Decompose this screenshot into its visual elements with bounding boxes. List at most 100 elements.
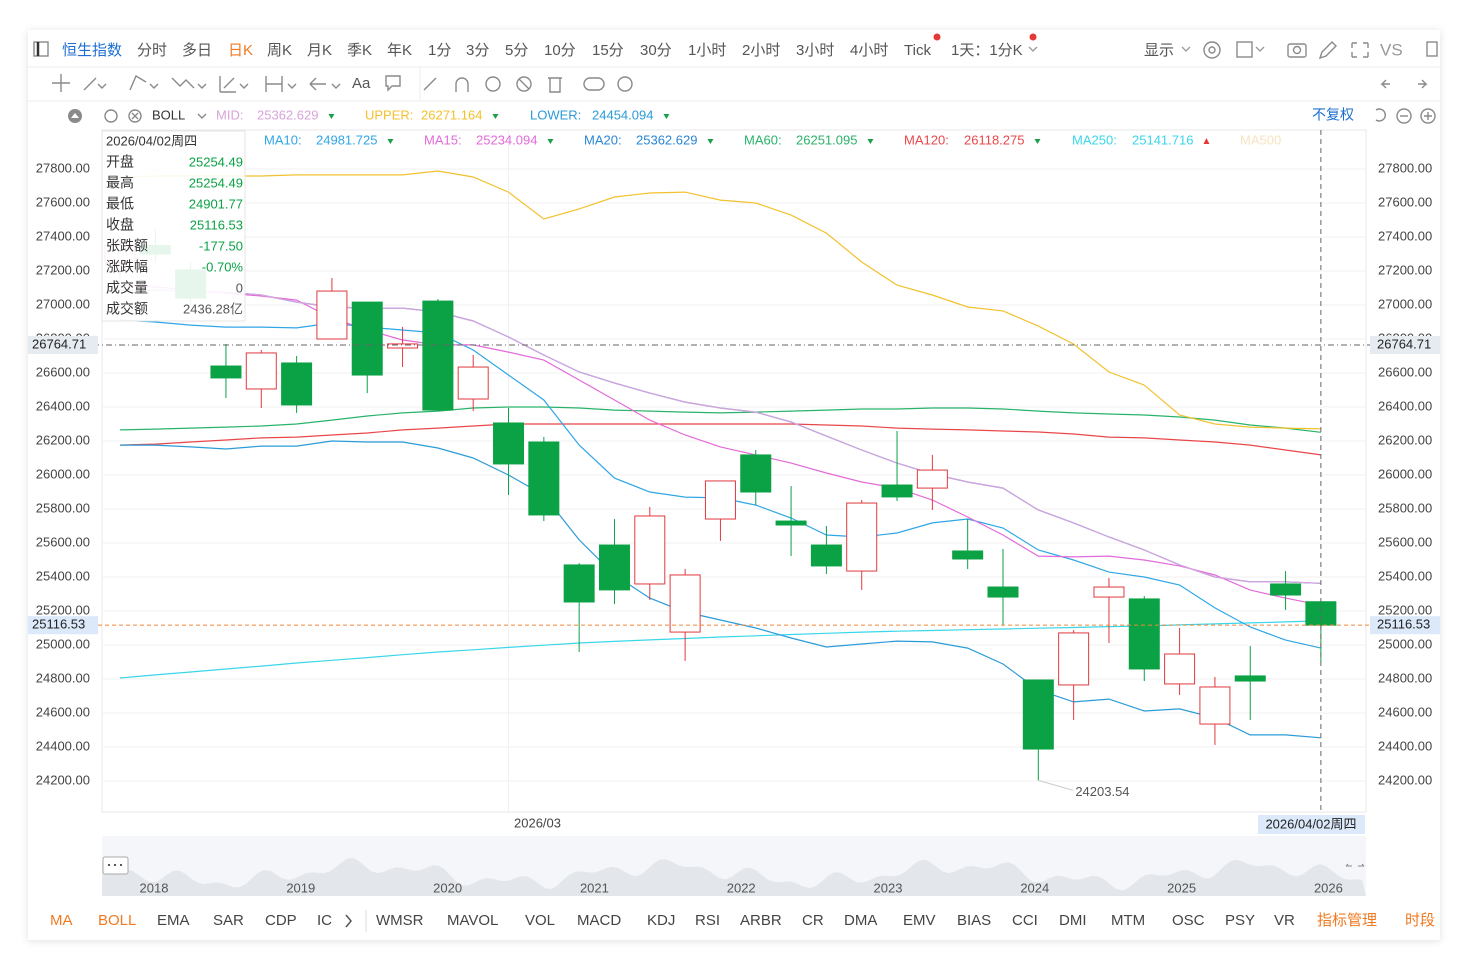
period-tab[interactable]: 2小时: [742, 42, 780, 59]
y-tick-label: 26000.00: [36, 466, 90, 481]
candle-body: [810, 544, 842, 567]
navigator-year: 2026: [1314, 880, 1343, 895]
indicator-tab[interactable]: ARBR: [740, 912, 782, 929]
candle-body: [387, 343, 419, 349]
period-tab[interactable]: 年K: [387, 42, 412, 59]
tab-action[interactable]: 时段: [1405, 912, 1435, 929]
toolbar-button[interactable]: VS: [1380, 40, 1403, 59]
y-tick-label: 26000.00: [1378, 466, 1432, 481]
y-tick-label: 25800.00: [1378, 500, 1432, 515]
indicator-tab[interactable]: EMV: [903, 912, 936, 929]
period-tab[interactable]: 1小时: [688, 42, 726, 59]
indicator-tab[interactable]: RSI: [695, 912, 720, 929]
info-date: 2026/04/02周四: [106, 133, 197, 148]
y-tick-label: 25000.00: [1378, 636, 1432, 651]
candle-body: [987, 586, 1019, 598]
candle-body: [351, 301, 383, 376]
candle-body: [669, 574, 701, 633]
legend-arrow: [328, 114, 335, 119]
indicator-line: [119, 423, 1321, 456]
tab-action[interactable]: 指标管理: [1317, 912, 1377, 929]
crosshair-tag: [28, 335, 98, 354]
indicator-line: [119, 170, 1321, 430]
indicator-tab[interactable]: MA: [50, 912, 73, 929]
period-tab[interactable]: 季K: [347, 42, 372, 59]
y-tick-label: 27400.00: [1378, 228, 1432, 243]
y-tick-label: 24600.00: [1378, 704, 1432, 719]
toolbar-icons[interactable]: Aa: [33, 33, 1438, 124]
period-tab[interactable]: 1天：1分K: [951, 42, 1023, 59]
candle-body: [1199, 686, 1231, 725]
info-label: 开盘: [106, 154, 134, 170]
min-price-label: 24203.54: [1075, 784, 1129, 799]
period-tab[interactable]: 周K: [267, 42, 292, 59]
indicator-tab[interactable]: MAVOL: [447, 912, 498, 929]
candle-body: [422, 300, 454, 411]
legend-value: 26118.275: [964, 132, 1025, 147]
period-tab[interactable]: 月K: [307, 42, 332, 59]
indicator-tab[interactable]: IC: [317, 912, 332, 929]
period-tab[interactable]: 30分: [640, 42, 672, 59]
indicator-tab[interactable]: SAR: [213, 912, 244, 929]
candle-body: [1093, 586, 1125, 598]
info-label: 成交额: [106, 301, 148, 317]
period-tab[interactable]: 4小时: [850, 42, 888, 59]
period-tab[interactable]: 多日: [182, 42, 212, 59]
y-tick-label: 24800.00: [36, 670, 90, 685]
toolbar-button[interactable]: 显示: [1144, 42, 1174, 59]
indicator-tab[interactable]: VOL: [525, 912, 555, 929]
period-tab[interactable]: 3分: [466, 42, 489, 59]
y-tick-label: 27200.00: [36, 262, 90, 277]
indicator-tab[interactable]: KDJ: [647, 912, 675, 929]
y-tick-label: 25600.00: [1378, 534, 1432, 549]
info-label: 涨跌幅: [106, 259, 148, 275]
indicator-tab[interactable]: CDP: [265, 912, 297, 929]
period-tab[interactable]: 1分: [428, 42, 451, 59]
legend-name: UPPER:: [365, 107, 413, 122]
indicator-tab[interactable]: BOLL: [98, 912, 136, 929]
indicator-tab[interactable]: PSY: [1225, 912, 1255, 929]
y-tick-label: 25800.00: [36, 500, 90, 515]
period-tab[interactable]: 分时: [137, 42, 167, 59]
info-value: 0: [236, 280, 243, 295]
indicator-tab[interactable]: CR: [802, 912, 824, 929]
navigator-year: 2021: [580, 880, 609, 895]
navigator-year: 2024: [1020, 880, 1049, 895]
y-tick-label: 24400.00: [36, 738, 90, 753]
indicator-tab[interactable]: EMA: [157, 912, 190, 929]
indicator-tab[interactable]: BIAS: [957, 912, 991, 929]
indicator-tab[interactable]: DMA: [844, 912, 877, 929]
indicator-tab[interactable]: DMI: [1059, 912, 1087, 929]
indicator-tab[interactable]: VR: [1274, 912, 1295, 929]
legend-name: MA60:: [744, 132, 782, 147]
candle-body: [952, 550, 984, 560]
candle-body: [563, 564, 595, 603]
indicator-tab[interactable]: CCI: [1012, 912, 1038, 929]
adjust-button[interactable]: 不复权: [1312, 107, 1354, 123]
period-tab[interactable]: Tick: [904, 42, 931, 59]
candle-body: [916, 469, 948, 489]
period-tab[interactable]: 日K: [228, 42, 253, 59]
min-leader: [1038, 779, 1074, 791]
y-tick-label: 27200.00: [1378, 262, 1432, 277]
indicator-tab[interactable]: MTM: [1111, 912, 1145, 929]
period-tab[interactable]: 3小时: [796, 42, 834, 59]
y-tick-label: 24200.00: [36, 772, 90, 787]
indicator-tab[interactable]: MACD: [577, 912, 621, 929]
indicator-name[interactable]: BOLL: [152, 107, 185, 122]
legend-value: 24981.725: [316, 132, 377, 147]
period-tab[interactable]: 15分: [592, 42, 624, 59]
y-tick-label: 25600.00: [36, 534, 90, 549]
tab-more[interactable]: [345, 914, 352, 928]
period-tab[interactable]: 5分: [505, 42, 528, 59]
navigator-year: 2020: [433, 880, 462, 895]
icon-text-tool[interactable]: Aa: [352, 75, 371, 92]
candle-body: [316, 290, 348, 340]
indicator-tab[interactable]: OSC: [1172, 912, 1205, 929]
y-tick-label: 27400.00: [36, 228, 90, 243]
period-tab[interactable]: 10分: [544, 42, 576, 59]
indicator-tab[interactable]: WMSR: [376, 912, 424, 929]
period-tab[interactable]: 恒生指数: [62, 42, 122, 59]
price-tag: [28, 616, 98, 635]
legend-arrow: [1034, 139, 1041, 144]
